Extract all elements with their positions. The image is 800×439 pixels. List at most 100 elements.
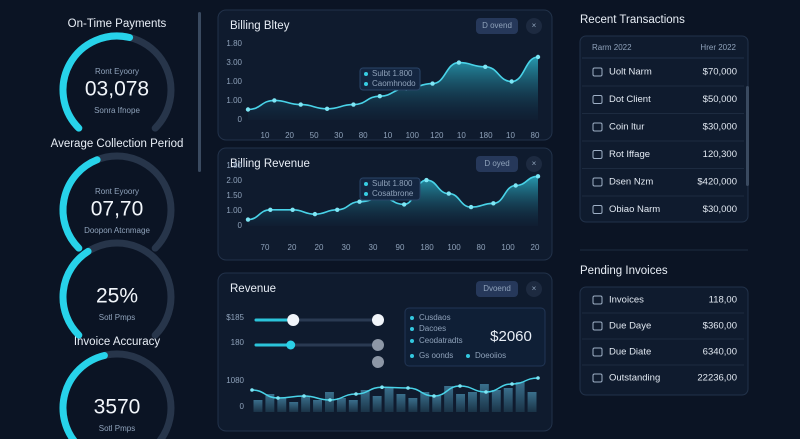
row-amount: 22236,00 [697,373,737,384]
point [290,207,295,212]
row-amount: $30,000 [703,204,737,215]
tooltip-text: Cosatbrone [372,189,414,198]
slider-knob[interactable] [372,339,384,351]
bar [289,402,299,412]
gauge-fill [59,351,108,439]
tooltip [359,177,421,201]
point [312,211,318,217]
row-icon [592,95,603,104]
point [357,199,362,204]
panel-title: Billing Bltey [230,20,290,32]
row-name: Rot Iffage [609,149,650,160]
point [401,202,407,207]
x-axis-label: 10 [261,131,270,140]
table-header: Hrer 2022 [700,43,736,52]
button-label[interactable]: Dvoend [483,284,511,293]
button-label[interactable]: D oyed [484,159,509,168]
row-icon [592,321,603,331]
bar [456,394,465,412]
close-button[interactable] [526,281,542,297]
axis-label: 0 [240,402,245,411]
bar [420,392,430,412]
close-button[interactable] [526,156,542,172]
line [247,175,539,221]
bar [336,398,346,412]
row-icon [592,122,603,132]
point [483,64,488,70]
x-axis-label: 90 [396,243,405,252]
bar [348,400,358,412]
close-button[interactable] [526,18,542,34]
panel-title: Billing Revenue [230,158,310,170]
legend-dot [410,339,414,343]
slider-knob[interactable] [287,314,300,326]
y-axis-label: 2.00 [226,176,242,185]
y-axis-label: 1.00 [226,206,242,215]
x-axis-label: 20 [315,243,324,252]
bar [253,400,263,412]
point [377,94,383,99]
point [250,388,254,392]
close-label[interactable]: × [532,284,537,293]
gauge-value: 25% [96,285,138,308]
point [302,394,306,398]
y-axis-label: 3.00 [226,58,242,67]
x-axis-label: 180 [420,243,434,252]
point [272,98,277,103]
point [446,191,451,196]
row-name: Coin ltur [609,122,644,133]
bar [396,394,406,412]
row-name: Outstanding [609,373,660,384]
button-label[interactable]: D ovend [482,21,512,30]
row-icon [592,205,603,214]
row-amount: 120,300 [703,149,737,160]
gauge-fill [59,156,101,252]
button[interactable] [476,156,518,172]
point [491,201,496,206]
point [513,183,518,188]
close-label[interactable]: × [532,159,537,168]
x-axis-label: 80 [359,131,368,140]
bar [491,390,501,412]
slider-knob[interactable] [372,356,384,368]
section-title: Recent Transactions [580,14,685,26]
slider-knob[interactable] [286,340,296,350]
bar [313,400,322,412]
y-axis-label: 1.80 [226,39,242,48]
line [247,56,539,111]
point [276,396,280,400]
bar [432,396,442,412]
point [430,81,435,86]
y-axis-label: 1.00 [226,96,242,105]
legend-label: Gs oonds [419,351,453,360]
point [406,386,410,390]
row-icon [592,373,603,383]
bar [325,392,334,412]
legend-box [404,307,546,367]
x-axis-label: 80 [531,131,540,140]
tooltip-text: Caomhnodo [372,79,416,88]
bar [479,384,489,412]
gauge-fill [59,32,134,132]
row-icon [592,177,603,187]
row-name: Uolt Narm [609,67,652,78]
table-card [579,286,749,396]
button[interactable] [476,18,518,34]
x-axis-label: 100 [406,131,420,140]
table-header: Rarm 2022 [592,43,632,52]
point [380,385,384,390]
row-name: Obiao Narm [609,204,660,215]
axis-label: $185 [226,313,244,322]
bar [360,390,370,412]
point [351,102,356,107]
tooltip-dot [364,72,368,76]
legend-dot [410,316,414,320]
x-axis-label: 70 [261,243,270,252]
y-axis-label: 1.80 [226,161,242,170]
tooltip-dot [364,82,368,86]
button[interactable] [476,281,518,297]
close-label[interactable]: × [532,21,537,30]
slider-knob[interactable] [372,314,384,326]
row-amount: $420,000 [697,177,737,188]
